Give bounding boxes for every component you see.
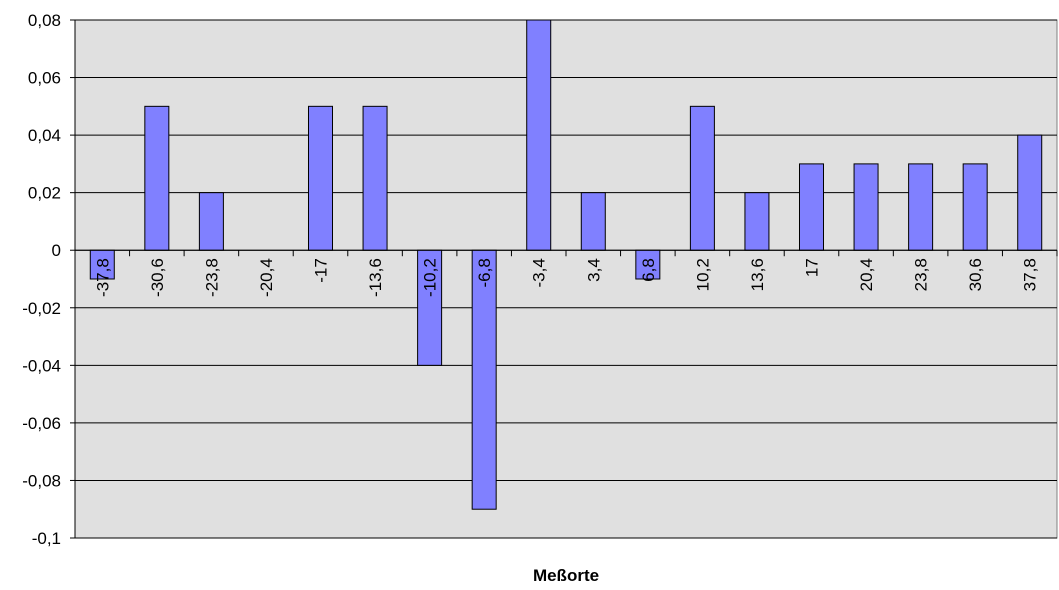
x-tick-label: -17 <box>312 258 331 283</box>
y-tick-label: -0,04 <box>22 356 61 375</box>
bar <box>198 192 224 251</box>
x-tick-label: -23,8 <box>202 258 221 297</box>
x-tick-label: 37,8 <box>1021 258 1040 291</box>
bar <box>307 105 334 251</box>
bar <box>526 19 552 251</box>
x-tick-label: 10,2 <box>693 258 712 291</box>
x-tick-label: -13,6 <box>366 258 385 297</box>
y-tick-label: 0,02 <box>28 184 61 203</box>
bar <box>1017 134 1043 251</box>
x-tick-label: 23,8 <box>912 258 931 291</box>
x-tick-label: -30,6 <box>148 258 167 297</box>
bar <box>580 192 606 251</box>
bar <box>908 163 934 251</box>
bar <box>798 163 825 251</box>
x-tick-label: 30,6 <box>966 258 985 291</box>
y-tick-label: 0 <box>52 241 61 260</box>
bar <box>362 105 388 251</box>
y-tick-label: 0,06 <box>28 69 61 88</box>
x-tick-label: 17 <box>803 258 822 277</box>
x-tick-label: -37,8 <box>93 258 112 297</box>
bars <box>89 19 1043 510</box>
bar <box>635 249 661 280</box>
bar <box>744 192 770 251</box>
bar <box>689 105 715 251</box>
y-tick-label: -0,08 <box>22 471 61 490</box>
y-tick-label: -0,02 <box>22 299 61 318</box>
x-tick-label: -6,8 <box>475 258 494 287</box>
bar <box>89 249 115 280</box>
x-axis-title: Meßorte <box>533 566 599 585</box>
bar <box>471 249 497 510</box>
y-tick-label: -0,06 <box>22 414 61 433</box>
y-tick-label: 0,08 <box>28 11 61 30</box>
bar <box>144 105 170 251</box>
x-tick-label: -10,2 <box>421 258 440 297</box>
bar <box>417 249 443 366</box>
x-tick-label: 6,8 <box>639 258 658 282</box>
bar <box>962 163 988 251</box>
y-tick-labels: 0,08 0,06 0,04 0,02 0 -0,02 -0,04 -0,06 -0,08 -0,… <box>22 11 61 548</box>
axes <box>74 20 1058 538</box>
x-tick-label: -20,4 <box>257 258 276 297</box>
x-tick-labels: -37,8 -30,6 -23,8 -20,4 -17 -13,6 -10,2 -6,8 -3,… <box>93 258 1039 297</box>
bar <box>853 163 879 251</box>
x-tick-label: 13,6 <box>748 258 767 291</box>
y-tick-label: -0,1 <box>32 529 61 548</box>
x-tick-label: 3,4 <box>584 258 603 282</box>
x-tick-label: -3,4 <box>530 258 549 287</box>
y-tick-label: 0,04 <box>28 126 61 145</box>
plot-area <box>74 19 1058 539</box>
x-tick-label: 20,4 <box>857 258 876 291</box>
